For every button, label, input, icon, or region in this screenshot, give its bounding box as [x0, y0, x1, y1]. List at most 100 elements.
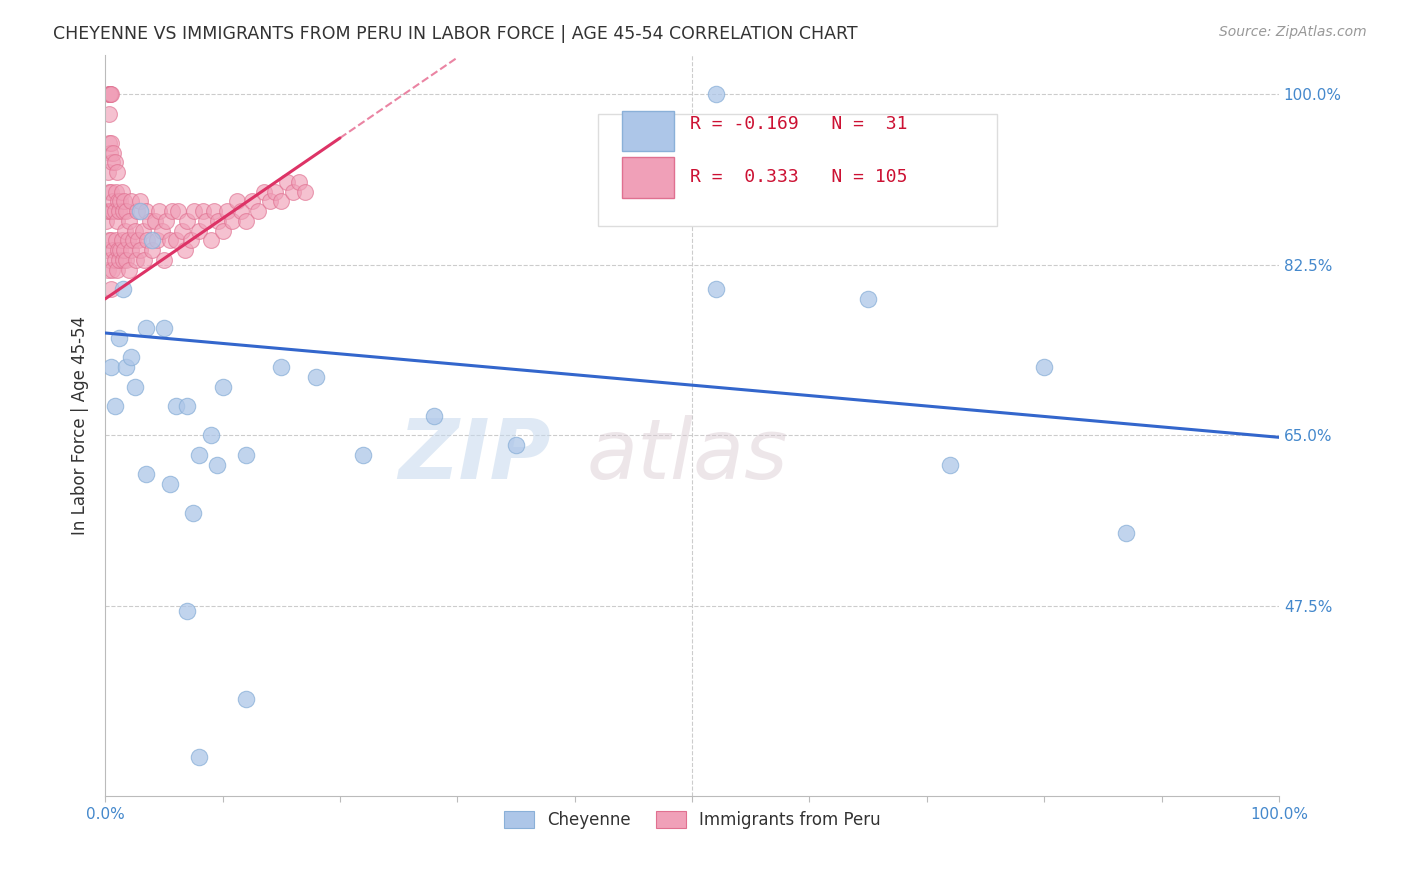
Point [104, 252, 127, 267]
Point [217, 204, 239, 219]
Text: R = -0.169   N =  31: R = -0.169 N = 31 [690, 115, 907, 133]
FancyBboxPatch shape [598, 114, 997, 226]
Point [108, 331, 131, 345]
Point [117, 233, 139, 247]
Point [148, 204, 170, 219]
Point [100, 185, 122, 199]
Point [120, 243, 142, 257]
Point [104, 233, 127, 247]
Point [125, 204, 148, 219]
Point [111, 204, 134, 219]
Point [97, 165, 120, 179]
Point [200, 233, 222, 247]
Point [139, 214, 162, 228]
Point [124, 224, 146, 238]
Point [235, 691, 257, 706]
Point [181, 507, 204, 521]
Point [108, 252, 131, 267]
Point [176, 604, 198, 618]
Point [176, 399, 198, 413]
Point [97, 106, 120, 120]
Point [118, 214, 141, 228]
Text: Source: ZipAtlas.com: Source: ZipAtlas.com [1219, 25, 1367, 39]
Point [101, 155, 124, 169]
Point [165, 399, 187, 413]
Point [111, 233, 134, 247]
Point [141, 233, 163, 247]
Point [111, 185, 134, 199]
Point [1115, 525, 1137, 540]
Point [104, 204, 127, 219]
Point [240, 194, 263, 209]
Point [202, 204, 225, 219]
Point [159, 233, 181, 247]
Point [105, 165, 128, 179]
Point [159, 477, 181, 491]
Point [129, 204, 152, 219]
Point [146, 233, 169, 247]
Point [104, 185, 127, 199]
Point [183, 204, 205, 219]
Point [191, 204, 214, 219]
Point [111, 252, 134, 267]
Point [225, 194, 247, 209]
Point [270, 194, 292, 209]
Point [856, 292, 879, 306]
Point [129, 194, 152, 209]
Point [135, 321, 157, 335]
Point [107, 243, 129, 257]
Point [221, 214, 243, 228]
Point [160, 204, 183, 219]
Point [96, 243, 118, 257]
Point [281, 185, 304, 199]
Point [264, 185, 287, 199]
Point [150, 224, 173, 238]
Point [115, 204, 138, 219]
Point [167, 204, 190, 219]
Point [246, 204, 269, 219]
Point [114, 224, 136, 238]
Point [100, 87, 122, 102]
Text: R =  0.333   N = 105: R = 0.333 N = 105 [690, 169, 907, 186]
Point [165, 233, 187, 247]
Point [104, 399, 127, 413]
Point [110, 243, 132, 257]
Point [97, 87, 120, 102]
Point [704, 282, 727, 296]
Point [423, 409, 446, 423]
Point [98, 87, 121, 102]
Point [97, 185, 120, 199]
Point [288, 175, 311, 189]
Point [127, 233, 149, 247]
Point [118, 262, 141, 277]
Point [105, 214, 128, 228]
Point [270, 360, 292, 375]
Point [259, 194, 281, 209]
Point [98, 145, 121, 160]
Point [207, 214, 229, 228]
Point [211, 224, 233, 238]
Point [101, 262, 124, 277]
Point [98, 252, 121, 267]
Point [97, 233, 120, 247]
Point [111, 282, 134, 296]
Point [132, 252, 155, 267]
Point [120, 194, 142, 209]
Point [112, 194, 135, 209]
Point [103, 194, 125, 209]
Point [115, 360, 138, 375]
Point [115, 252, 138, 267]
Point [135, 467, 157, 482]
Point [170, 224, 193, 238]
Point [188, 224, 211, 238]
Point [101, 204, 124, 219]
Point [97, 136, 120, 150]
Y-axis label: In Labor Force | Age 45-54: In Labor Force | Age 45-54 [72, 316, 89, 535]
Point [98, 204, 121, 219]
Point [505, 438, 527, 452]
Point [129, 243, 152, 257]
Point [939, 458, 962, 472]
Point [188, 448, 211, 462]
Point [231, 204, 253, 219]
Point [98, 87, 121, 102]
